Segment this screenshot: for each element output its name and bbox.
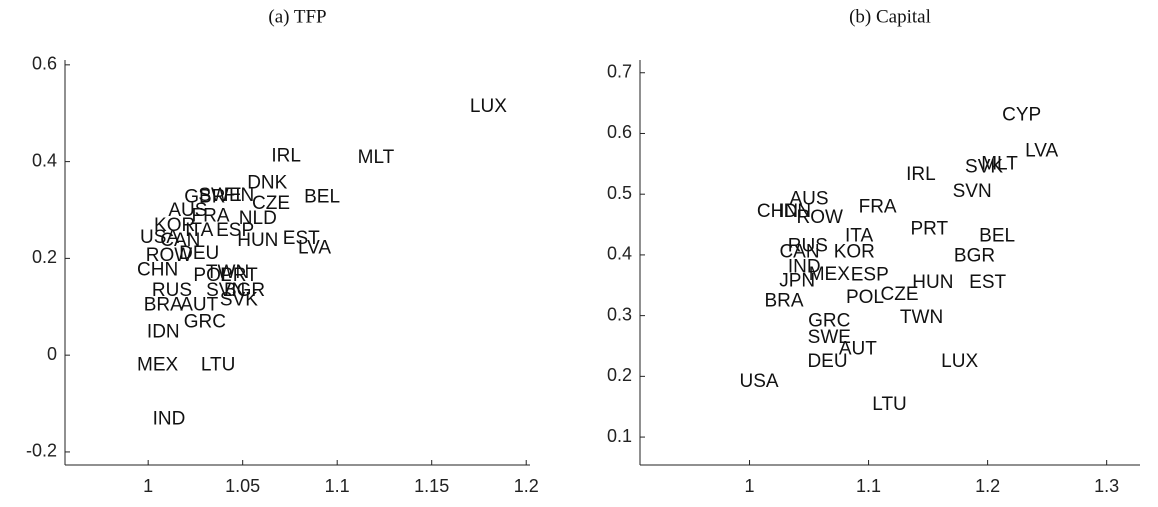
point-label: MLT — [358, 147, 395, 168]
x-tick-label: 1.2 — [975, 476, 1000, 496]
point-label: ROW — [797, 207, 844, 228]
chart-title: (a) TFP — [268, 6, 326, 27]
point-label: DEU — [807, 351, 847, 372]
point-label: LUX — [470, 96, 507, 117]
point-label: IDN — [147, 321, 180, 342]
point-label: BRA — [765, 291, 804, 312]
point-label: HUN — [237, 230, 278, 251]
y-tick-label: 0.4 — [32, 150, 57, 170]
point-label: NLD — [239, 208, 277, 229]
y-tick-label: 0.2 — [32, 247, 57, 267]
y-tick-label: 0.4 — [607, 244, 632, 264]
point-label: TWN — [900, 307, 943, 328]
point-label: IRL — [271, 145, 301, 166]
point-label: POL — [846, 287, 884, 308]
point-label: EST — [283, 228, 320, 249]
point-label: TWN — [206, 262, 249, 283]
point-label: RUS — [152, 280, 192, 301]
point-label: IDN — [778, 201, 811, 222]
point-label: POL — [193, 265, 231, 286]
y-tick-label: 0.1 — [607, 426, 632, 446]
y-tick-label: 0.2 — [607, 365, 632, 385]
point-label: PRT — [220, 265, 258, 286]
point-label: BEL — [979, 226, 1015, 247]
point-label: SWE — [198, 185, 241, 206]
y-tick-label: 0.5 — [607, 183, 632, 203]
point-label: EST — [969, 272, 1006, 293]
chart-title: (b) Capital — [849, 6, 931, 27]
x-tick-label: 1.1 — [325, 476, 350, 496]
x-tick-label: 1.3 — [1094, 476, 1119, 496]
point-label: BRA — [144, 294, 183, 315]
y-tick-label: 0.3 — [607, 304, 632, 324]
point-label: ITA — [845, 226, 873, 247]
y-tick-label: -0.2 — [26, 441, 57, 461]
point-label: AUT — [180, 294, 218, 315]
y-tick-label: 0.7 — [607, 62, 632, 82]
point-label: ESP — [216, 220, 254, 241]
point-label: ITA — [185, 220, 213, 241]
point-label: GBR — [184, 186, 225, 207]
point-label: HUN — [912, 272, 953, 293]
point-label: USA — [140, 227, 179, 248]
point-label: SVN — [953, 181, 992, 202]
point-label: IND — [153, 409, 186, 430]
point-label: AUT — [839, 339, 877, 360]
y-tick-label: 0.6 — [607, 122, 632, 142]
y-tick-label: 0.6 — [32, 54, 57, 74]
point-label: PRT — [910, 218, 948, 239]
point-label: CAN — [160, 230, 200, 251]
point-label: AUS — [790, 189, 829, 210]
point-label: FRA — [859, 197, 897, 218]
point-label: LTU — [201, 354, 235, 375]
point-label: FIN — [224, 185, 255, 206]
point-label: FRA — [192, 205, 230, 226]
point-label: MEX — [137, 354, 179, 375]
y-tick-label: 0 — [47, 344, 57, 364]
point-label: ESP — [851, 265, 889, 286]
point-label: USA — [740, 371, 779, 392]
point-label: CZE — [252, 193, 290, 214]
x-tick-label: 1 — [745, 476, 755, 496]
x-tick-label: 1.15 — [414, 476, 449, 496]
point-label: JPN — [779, 271, 815, 292]
point-label: ROW — [146, 245, 193, 266]
point-label: LTU — [872, 394, 906, 415]
point-label: RUS — [788, 235, 828, 256]
point-label: KOR — [154, 215, 195, 236]
point-label: SVK — [965, 156, 1003, 177]
point-label: CZE — [881, 284, 919, 305]
point-label: CHN — [137, 259, 178, 280]
point-label: MLT — [981, 153, 1018, 174]
point-label: MEX — [809, 264, 851, 285]
point-label: CAN — [779, 241, 819, 262]
point-label: SVK — [220, 289, 258, 310]
x-tick-label: 1.05 — [225, 476, 260, 496]
x-tick-label: 1.1 — [856, 476, 881, 496]
x-tick-label: 1 — [143, 476, 153, 496]
point-label: IRL — [906, 164, 936, 185]
point-label: CYP — [1002, 104, 1041, 125]
point-label: DEU — [179, 243, 219, 264]
point-label: BGR — [954, 246, 995, 267]
point-label: AUS — [168, 200, 207, 221]
point-label: DNK — [247, 172, 287, 193]
point-label: KOR — [834, 241, 875, 262]
point-label: BGR — [224, 280, 265, 301]
point-label: CHN — [757, 201, 798, 222]
point-label: BEL — [304, 186, 340, 207]
point-label: SVN — [206, 280, 245, 301]
point-label: LUX — [941, 351, 978, 372]
point-label: GRC — [184, 311, 226, 332]
point-label: SWE — [808, 327, 851, 348]
point-label: LVA — [298, 238, 331, 259]
point-label: LVA — [1025, 141, 1058, 162]
point-label: IND — [788, 257, 821, 278]
x-tick-label: 1.2 — [514, 476, 539, 496]
point-label: GRC — [808, 311, 850, 332]
